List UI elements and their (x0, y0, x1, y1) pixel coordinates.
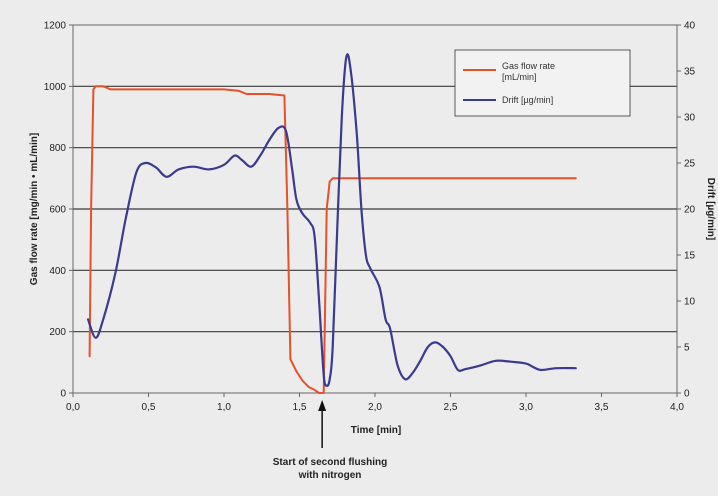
x-tick-label-0: 0,0 (66, 402, 80, 413)
y-right-tick-label-6: 30 (684, 113, 696, 124)
y-right-tick-label-3: 15 (684, 251, 696, 262)
annotation-text-line1: Start of second flushing (273, 457, 387, 468)
x-tick-label-7: 3,5 (595, 402, 609, 413)
y-left-tick-label-4: 800 (49, 143, 66, 154)
annotation-arrowhead (318, 400, 327, 411)
x-tick-label-4: 2,0 (368, 402, 382, 413)
legend-label-gas-line1: Gas flow rate (502, 61, 555, 71)
y-right-tick-label-0: 0 (684, 389, 690, 400)
y-right-tick-label-2: 10 (684, 297, 696, 308)
y-left-tick-label-5: 1000 (44, 82, 67, 93)
x-axis-label: Time [min] (351, 425, 401, 436)
legend-label-drift: Drift [µg/min] (502, 95, 553, 105)
x-tick-label-1: 0,5 (142, 402, 156, 413)
y-axis-right: 0 5 10 15 20 25 30 35 40 (677, 21, 696, 400)
x-tick-label-3: 1,5 (293, 402, 307, 413)
legend: Gas flow rate [mL/min] Drift [µg/min] (454, 49, 631, 117)
x-axis: 0,0 0,5 1,0 1,5 2,0 2,5 3,0 3,5 4,0 (66, 393, 684, 413)
y-left-tick-label-2: 400 (49, 266, 66, 277)
legend-label-gas-line2: [mL/min] (502, 72, 537, 82)
y-right-tick-label-8: 40 (684, 21, 696, 32)
y-left-tick-label-1: 200 (49, 327, 66, 338)
series-group (87, 53, 577, 394)
y-right-tick-label-5: 25 (684, 159, 696, 170)
y-axis-right-label: Drift [µg/min] (705, 178, 716, 240)
x-tick-label-8: 4,0 (670, 402, 684, 413)
y-axis-left-label: Gas flow rate [mg/min • mL/min] (29, 133, 40, 285)
y-left-tick-label-0: 0 (60, 389, 66, 400)
annotation: Start of second flushing with nitrogen (273, 400, 387, 481)
y-left-tick-label-3: 600 (49, 205, 66, 216)
x-tick-label-2: 1,0 (217, 402, 231, 413)
y-axis-left: 0 200 400 600 800 1000 1200 (44, 21, 73, 400)
series-line-gas-flow-rate (88, 85, 577, 394)
legend-box (454, 49, 631, 117)
y-right-tick-label-1: 5 (684, 343, 690, 354)
annotation-text-line2: with nitrogen (298, 470, 362, 481)
y-right-tick-label-4: 20 (684, 205, 696, 216)
y-left-tick-label-6: 1200 (44, 21, 67, 32)
x-tick-label-5: 2,5 (444, 402, 458, 413)
series-line-drift (87, 53, 577, 387)
y-right-tick-label-7: 35 (684, 67, 696, 78)
grid (73, 85, 677, 333)
x-tick-label-6: 3,0 (519, 402, 533, 413)
